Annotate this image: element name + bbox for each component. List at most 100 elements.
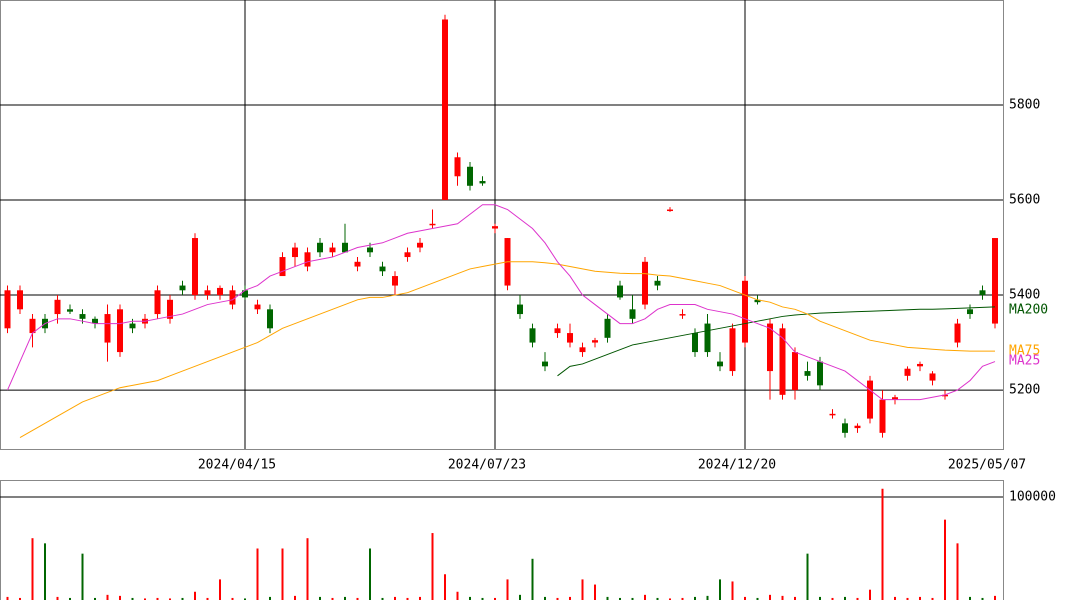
volume-bar	[269, 596, 271, 600]
volume-bar	[231, 597, 234, 600]
candle-body	[79, 314, 86, 319]
volume-bar	[806, 553, 809, 600]
volume-bar	[994, 595, 996, 600]
candle-body	[767, 323, 773, 372]
legend-label: MA75	[1009, 344, 1040, 359]
candle-body	[717, 361, 723, 367]
candle-body	[579, 347, 586, 353]
volume-bar	[531, 558, 534, 600]
candle-body	[567, 333, 573, 343]
volume-bar	[881, 488, 884, 600]
candle-body	[979, 290, 986, 296]
x-tick-label: 2024/07/23	[448, 458, 526, 473]
candle-body	[792, 352, 798, 391]
volume-bar	[44, 543, 46, 600]
y-tick-label: 5400	[1009, 288, 1040, 303]
candle-body	[754, 299, 761, 303]
candle-body	[779, 328, 786, 395]
candle-body	[854, 425, 861, 429]
candle-body	[917, 363, 923, 367]
candle-body	[104, 314, 111, 343]
volume-bar	[356, 597, 359, 600]
volume-bar	[81, 553, 84, 600]
candle-body	[4, 290, 11, 329]
candle-body	[229, 290, 236, 305]
volume-bar	[519, 594, 521, 600]
volume-bar	[394, 596, 396, 600]
volume-bar	[119, 595, 121, 600]
candle-body	[54, 299, 61, 315]
candle-body	[542, 361, 548, 367]
candle-body	[742, 280, 748, 343]
volume-bar	[181, 597, 184, 600]
candle-body	[842, 423, 848, 433]
ma-line	[7, 204, 996, 401]
volume-bar	[206, 597, 209, 600]
candle-body	[167, 299, 173, 319]
x-tick-label: 2024/04/15	[198, 458, 276, 473]
candle-body	[604, 318, 611, 338]
candle-body	[867, 380, 873, 419]
candle-body	[892, 397, 898, 400]
volume-bar	[844, 596, 846, 600]
candle-body	[129, 323, 136, 329]
candle-body	[17, 290, 23, 310]
candle-body	[292, 247, 298, 258]
candle-body	[179, 285, 186, 291]
volume-bar	[331, 597, 334, 600]
volume-bar	[569, 596, 571, 600]
volume-bar	[581, 579, 584, 600]
volume-bar	[369, 548, 371, 600]
volume-bar	[56, 596, 59, 600]
volume-bar	[244, 598, 246, 600]
x-tick-label: 2024/12/20	[698, 458, 776, 473]
volume-bar	[919, 596, 921, 600]
candle-body	[404, 252, 411, 258]
candle-body	[529, 328, 536, 343]
candle-body	[67, 309, 73, 312]
volume-bar	[431, 533, 434, 600]
candle-body	[454, 157, 461, 177]
candle-body	[829, 413, 836, 416]
candle-body	[117, 309, 123, 353]
volume-bar	[106, 594, 109, 600]
candle-body	[354, 261, 361, 267]
volume-bar	[294, 595, 296, 600]
candle-body	[554, 328, 561, 334]
volume-bar	[219, 579, 221, 600]
candle-body	[317, 242, 323, 253]
candle-body	[379, 266, 386, 272]
volume-bar	[781, 595, 784, 600]
candle-body	[367, 247, 373, 253]
candle-body	[704, 323, 711, 353]
candle-body	[467, 166, 473, 186]
volume-bar	[956, 543, 959, 600]
candle-body	[692, 333, 698, 353]
candle-body	[254, 304, 261, 310]
candle-body	[992, 238, 998, 324]
volume-bar	[419, 596, 421, 600]
candle-body	[217, 287, 223, 296]
y-tick-label: 100000	[1009, 489, 1056, 504]
volume-bar	[694, 596, 696, 600]
y-tick-label: 5600	[1009, 193, 1040, 208]
volume-bar	[819, 596, 821, 600]
candle-body	[817, 361, 823, 386]
candle-body	[517, 304, 523, 315]
ma-line	[19, 261, 995, 439]
volume-bar	[894, 596, 896, 600]
candle-body	[679, 314, 686, 316]
volume-bar	[506, 579, 509, 600]
volume-bar	[19, 597, 21, 600]
volume-bar	[769, 594, 771, 600]
volume-bar	[319, 596, 321, 600]
volume-bar	[969, 596, 971, 600]
legend-label: MA25	[1009, 354, 1040, 369]
candle-body	[967, 309, 973, 315]
candle-body	[804, 371, 811, 376]
candle-body	[417, 242, 423, 248]
candle-body	[942, 394, 948, 397]
volume-bar	[456, 591, 459, 600]
